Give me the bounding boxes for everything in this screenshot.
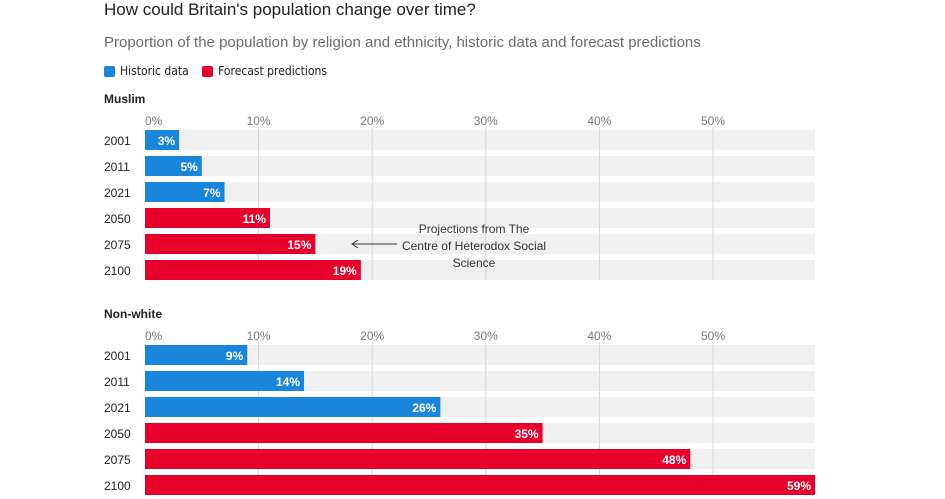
row-background bbox=[145, 208, 815, 228]
panel-title-non-white: Non-white bbox=[104, 307, 162, 321]
x-tick-label: 40% bbox=[587, 114, 611, 128]
legend-label-forecast: Forecast predictions bbox=[218, 64, 327, 78]
category-label: 2075 bbox=[104, 453, 131, 467]
value-label: 14% bbox=[276, 375, 300, 389]
annotation-text-line: Centre of Heterodox Social bbox=[402, 239, 546, 253]
x-tick-label: 40% bbox=[587, 329, 611, 343]
annotation: Projections from The Centre of Heterodox … bbox=[351, 222, 546, 270]
bar-forecast-2050 bbox=[145, 423, 543, 443]
legend-swatch-historic bbox=[104, 65, 115, 77]
row-background bbox=[145, 345, 815, 365]
value-label: 11% bbox=[243, 212, 267, 226]
value-label: 3% bbox=[158, 134, 176, 148]
x-tick-label: 50% bbox=[701, 114, 725, 128]
bar-forecast-2075 bbox=[145, 234, 316, 254]
bar-historic-2021 bbox=[145, 397, 441, 417]
bar-historic-2011 bbox=[145, 371, 305, 391]
chart-title: How could Britain's population change ov… bbox=[104, 0, 476, 19]
bar-historic-2001 bbox=[145, 130, 180, 150]
chart-non-white: 0% 10% 20% 30% 40% 50% 2001 9% 2011 14% 2021 26% 205… bbox=[104, 329, 815, 495]
bar-historic-2011 bbox=[145, 156, 202, 176]
legend-item-forecast: Forecast predictions bbox=[202, 64, 327, 78]
value-label: 9% bbox=[226, 349, 244, 363]
category-label: 2050 bbox=[104, 427, 131, 441]
x-tick-label: 10% bbox=[247, 114, 271, 128]
panel-title-muslim: Muslim bbox=[104, 92, 146, 106]
x-tick-label: 10% bbox=[247, 329, 271, 343]
value-label: 7% bbox=[203, 186, 221, 200]
bar-forecast-2050 bbox=[145, 208, 270, 228]
category-label: 2011 bbox=[104, 160, 130, 174]
x-tick-label: 20% bbox=[360, 114, 384, 128]
legend: Historic data Forecast predictions bbox=[104, 64, 337, 80]
bar-forecast-2100 bbox=[145, 260, 361, 280]
category-label: 2021 bbox=[104, 401, 131, 415]
value-label: 59% bbox=[787, 479, 811, 493]
x-tick-label: 30% bbox=[474, 329, 498, 343]
x-tick-label: 50% bbox=[701, 329, 725, 343]
category-label: 2021 bbox=[104, 186, 131, 200]
bar-historic-2021 bbox=[145, 182, 225, 202]
row-background bbox=[145, 182, 815, 202]
annotation-arrowhead bbox=[351, 239, 359, 249]
annotation-text-line: Science bbox=[453, 256, 496, 270]
legend-label-historic: Historic data bbox=[120, 64, 189, 78]
x-tick-label: 20% bbox=[360, 329, 384, 343]
row-background bbox=[145, 371, 815, 391]
legend-item-historic: Historic data bbox=[104, 64, 189, 78]
row-background bbox=[145, 130, 815, 150]
value-label: 35% bbox=[515, 427, 539, 441]
category-label: 2001 bbox=[104, 134, 131, 148]
value-label: 15% bbox=[287, 238, 311, 252]
category-label: 2075 bbox=[104, 238, 131, 252]
value-label: 26% bbox=[412, 401, 436, 415]
category-label: 2001 bbox=[104, 349, 131, 363]
legend-swatch-forecast bbox=[202, 65, 214, 77]
value-label: 48% bbox=[662, 453, 686, 467]
annotation-text-line: Projections from The bbox=[419, 222, 530, 236]
category-label: 2100 bbox=[104, 264, 131, 278]
chart-subtitle: Proportion of the population by religion… bbox=[104, 34, 701, 51]
row-background bbox=[145, 156, 815, 176]
x-tick-label: 0% bbox=[145, 329, 163, 343]
category-label: 2100 bbox=[104, 479, 131, 493]
bar-forecast-2100 bbox=[145, 475, 815, 495]
bar-historic-2001 bbox=[145, 345, 248, 365]
category-label: 2011 bbox=[104, 375, 130, 389]
value-label: 5% bbox=[180, 160, 198, 174]
bar-forecast-2075 bbox=[145, 449, 691, 469]
value-label: 19% bbox=[333, 264, 357, 278]
x-tick-label: 30% bbox=[474, 114, 498, 128]
chart-muslim: 0% 10% 20% 30% 40% 50% 2001 3% 2011 5% 2021 7% 2050 1… bbox=[104, 114, 815, 280]
category-label: 2050 bbox=[104, 212, 131, 226]
x-tick-label: 0% bbox=[145, 114, 163, 128]
